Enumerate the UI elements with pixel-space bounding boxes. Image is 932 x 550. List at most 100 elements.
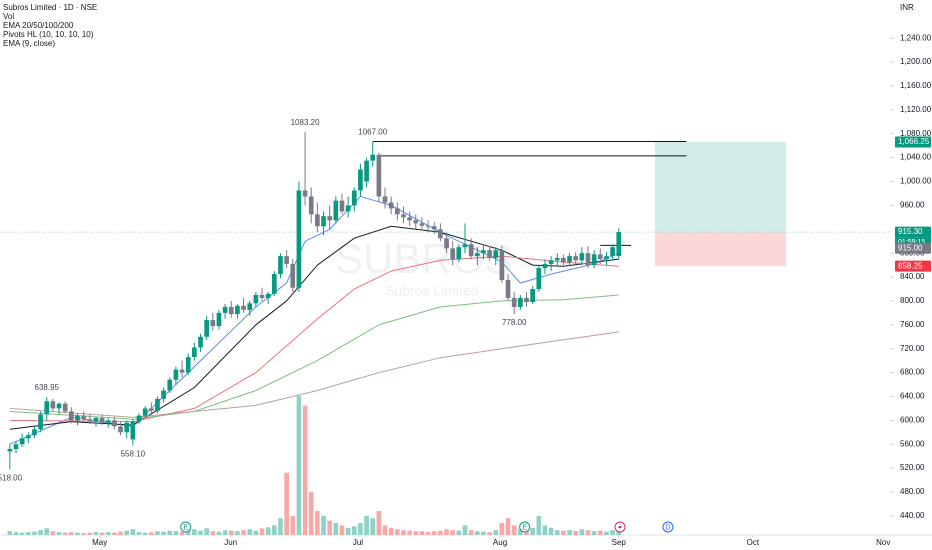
candle-body <box>339 200 345 212</box>
x-tick-label: Nov <box>876 538 890 547</box>
stop-label: 858.25 <box>898 261 923 270</box>
volume-bar <box>19 532 25 535</box>
candle-body <box>493 250 499 258</box>
candle-body <box>481 250 486 254</box>
y-tick-label: 760.00 <box>900 320 925 329</box>
candle-body <box>216 312 222 327</box>
last-price-label: 915.30 <box>898 227 923 236</box>
y-tick-label: 840.00 <box>900 272 925 281</box>
volume-bar <box>235 531 240 535</box>
volume-bar <box>198 530 203 535</box>
volume-bar <box>167 530 173 535</box>
candle-body <box>69 411 74 421</box>
candle-body <box>44 401 50 415</box>
candle-body <box>579 253 585 261</box>
candle-body <box>50 401 56 409</box>
volume-bar <box>32 531 37 535</box>
volume-bar <box>351 526 357 535</box>
candle-body <box>136 415 142 422</box>
volume-bar <box>173 531 179 535</box>
volume-bar <box>38 530 43 535</box>
candle-body <box>99 417 105 423</box>
entry-label: 915.00 <box>898 243 923 252</box>
volume-bar <box>524 530 529 535</box>
candle-body <box>198 336 203 348</box>
candle-body <box>388 202 394 209</box>
candle-body <box>462 244 468 248</box>
volume-bar <box>247 529 253 535</box>
volume-bar <box>308 491 314 535</box>
volume-bar <box>382 525 388 535</box>
candle-body <box>604 256 609 260</box>
volume-bar <box>81 533 86 535</box>
y-tick-label: 1,080.00 <box>900 129 932 138</box>
candle-body <box>413 220 419 224</box>
legend-text: EMA 20/50/100/200 <box>3 21 74 30</box>
candle-body <box>130 421 136 440</box>
candle-body <box>456 247 462 260</box>
volume-bar <box>327 520 333 535</box>
volume-bar <box>456 530 462 535</box>
volume-bar <box>511 525 517 535</box>
countdown: 01:59:15 <box>898 239 925 246</box>
candle-body <box>511 297 517 307</box>
volume-bar <box>487 532 492 535</box>
volume-bar <box>136 532 142 535</box>
volume-bar <box>370 518 376 535</box>
ema-line <box>9 255 619 423</box>
volume-bar <box>278 518 283 535</box>
candle-body <box>345 205 351 212</box>
watermark-symbol: SUBROS <box>335 235 512 282</box>
candle-body <box>93 417 99 422</box>
candle-body <box>222 306 228 313</box>
target-zone <box>655 141 787 233</box>
candle-body <box>87 419 93 422</box>
candle-body <box>7 449 13 452</box>
candle-body <box>161 390 166 399</box>
target-badge <box>895 136 931 148</box>
candle-body <box>438 229 443 239</box>
candle-body <box>370 154 376 161</box>
y-tick-label: 1,160.00 <box>900 81 932 90</box>
volume-bar <box>548 527 554 535</box>
y-tick-label: 1,000.00 <box>900 177 932 186</box>
candle-body <box>253 294 259 304</box>
y-tick-label: 600.00 <box>900 415 925 424</box>
candle-body <box>573 256 579 261</box>
candle-body <box>265 293 271 298</box>
volume-bar <box>419 531 425 535</box>
volume-bar <box>407 530 412 535</box>
volume-bar <box>124 530 130 535</box>
y-tick-label: 520.00 <box>900 463 925 472</box>
volume-bar <box>376 511 382 535</box>
candle-body <box>38 414 43 430</box>
y-tick-label: 640.00 <box>900 392 925 401</box>
x-tick-label: Aug <box>493 538 507 547</box>
y-tick-label: 560.00 <box>900 439 925 448</box>
candle-body <box>315 214 320 227</box>
volume-bar <box>388 527 394 535</box>
ema-line <box>9 225 619 430</box>
target-label: 1,066.25 <box>898 137 930 146</box>
volume-bar <box>542 525 548 535</box>
ema-line <box>9 331 619 418</box>
candle-body <box>351 190 357 206</box>
volume-bar <box>87 532 93 535</box>
event-marker <box>180 521 192 533</box>
candle-body <box>450 248 456 260</box>
volume-bar <box>216 531 222 535</box>
candle-body <box>468 244 474 257</box>
y-tick-label: 1,200.00 <box>900 57 932 66</box>
candle-body <box>62 403 68 412</box>
candle-body <box>173 369 179 380</box>
candle-body <box>210 320 216 327</box>
stop-badge <box>895 260 931 272</box>
candle-body <box>302 190 308 197</box>
y-tick-label: 680.00 <box>900 368 925 377</box>
legend-text: EMA (9, close) <box>3 39 55 48</box>
volume-bar <box>597 530 603 535</box>
candle-body <box>487 250 492 258</box>
last-price-badge <box>895 226 931 238</box>
